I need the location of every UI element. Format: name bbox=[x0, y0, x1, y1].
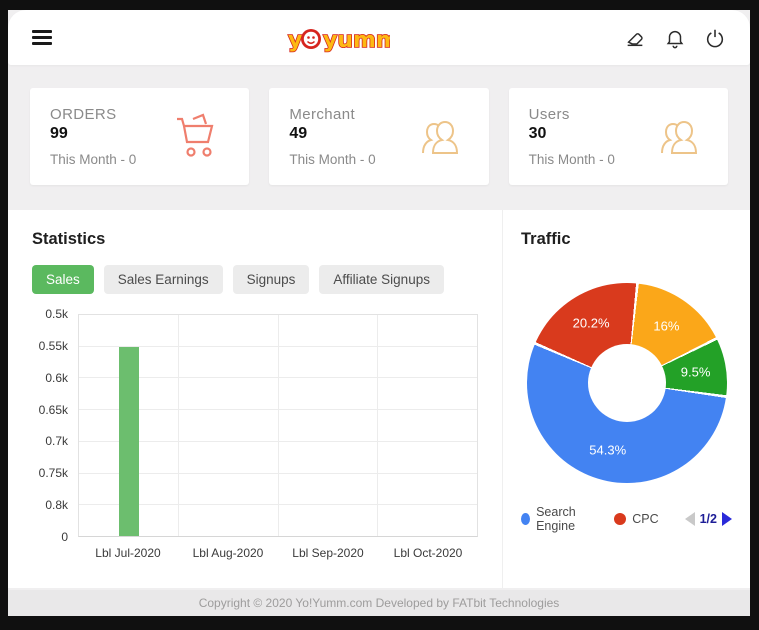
tab-signups[interactable]: Signups bbox=[232, 265, 310, 294]
stat-value: 49 bbox=[289, 125, 308, 142]
y-tick: 0.7k bbox=[45, 434, 68, 449]
traffic-title: Traffic bbox=[521, 230, 571, 248]
stat-card-orders: ORDERS 99 This Month - 0 bbox=[30, 88, 250, 185]
legend-label: Search Engine bbox=[536, 505, 576, 533]
x-label: Lbl Sep-2020 bbox=[292, 546, 364, 560]
y-tick: 0 bbox=[61, 530, 68, 544]
traffic-legend: Search Engine CPC 1/2 bbox=[521, 505, 732, 533]
bar-chart-plot bbox=[78, 314, 478, 537]
footer: Copyright © 2020 Yo!Yumm.com Developed b… bbox=[8, 590, 750, 616]
x-label: Lbl Aug-2020 bbox=[192, 546, 264, 560]
x-label: Lbl Jul-2020 bbox=[95, 546, 161, 560]
stats-row: ORDERS 99 This Month - 0 Merchant 49 Thi… bbox=[8, 65, 750, 185]
bar-Lbl Jul-2020 bbox=[118, 346, 139, 536]
tab-sales-earnings[interactable]: Sales Earnings bbox=[103, 265, 223, 294]
stat-value: 99 bbox=[50, 125, 68, 142]
stat-value: 30 bbox=[528, 125, 547, 142]
slice-label: 16% bbox=[653, 318, 680, 334]
statistics-panel: Statistics Sales Sales Earnings Signups Aff… bbox=[8, 210, 503, 588]
legend-label: CPC bbox=[632, 512, 659, 526]
y-tick: 0.65k bbox=[38, 402, 68, 417]
statistics-tabs: Sales Sales Earnings Signups Affiliate Sign… bbox=[32, 265, 478, 294]
stat-card-merchant: Merchant 49 This Month - 0 bbox=[269, 88, 489, 185]
stat-subtitle: This Month - 0 bbox=[289, 152, 376, 167]
pager-prev-icon[interactable] bbox=[684, 512, 695, 526]
copyright-text: Copyright © 2020 Yo!Yumm.com Developed b… bbox=[198, 596, 560, 610]
y-tick: 0.6k bbox=[45, 370, 68, 385]
users-icon bbox=[409, 111, 463, 163]
yoyumm-logo: y yumm bbox=[286, 23, 390, 53]
bell-icon[interactable] bbox=[664, 27, 686, 49]
main-panel: Statistics Sales Sales Earnings Signups Aff… bbox=[8, 210, 750, 588]
logo-text-1: y bbox=[288, 28, 302, 53]
y-tick: 0.8k bbox=[45, 498, 68, 513]
traffic-donut-chart: 16% 9.5% 54.3% 20.2% bbox=[526, 283, 727, 483]
stat-title: Users bbox=[528, 106, 570, 123]
pager-page-number: 1/2 bbox=[699, 512, 717, 526]
slice-label: 54.3% bbox=[589, 442, 627, 458]
tab-sales[interactable]: Sales bbox=[32, 265, 94, 294]
stat-title: Merchant bbox=[289, 106, 356, 123]
bar-chart: 0.5k 0.55k 0.6k 0.65k 0.7k 0.75k 0.8k 0 Lbl Jul… bbox=[32, 307, 478, 560]
power-icon[interactable] bbox=[704, 27, 726, 49]
logo-text-2: yumm bbox=[323, 28, 390, 53]
donut-hole bbox=[587, 344, 666, 422]
y-tick: 0.5k bbox=[45, 307, 68, 321]
pager-next-icon[interactable] bbox=[722, 512, 732, 526]
traffic-panel: Traffic 16% 9.5% 54.3% 20.2% Search Engine … bbox=[503, 210, 750, 588]
bar-chart-x-axis: Lbl Jul-2020 Lbl Aug-2020 Lbl Sep-2020 Lbl … bbox=[78, 546, 478, 560]
legend-dot bbox=[614, 513, 627, 525]
stat-card-users: Users 30 This Month - 0 bbox=[508, 88, 728, 185]
eraser-icon[interactable] bbox=[624, 27, 646, 49]
stat-subtitle: This Month - 0 bbox=[528, 152, 615, 167]
stat-subtitle: This Month - 0 bbox=[50, 152, 137, 167]
page: y yumm bbox=[8, 10, 750, 616]
tab-affiliate-signups[interactable]: Affiliate Signups bbox=[319, 265, 444, 294]
y-tick: 0.75k bbox=[38, 466, 68, 481]
legend-dot bbox=[521, 513, 531, 525]
cart-icon bbox=[169, 111, 223, 163]
y-tick: 0.55k bbox=[38, 338, 68, 353]
users-icon bbox=[648, 111, 702, 163]
statistics-title: Statistics bbox=[32, 230, 106, 248]
legend-item-search-engine[interactable]: Search Engine bbox=[521, 505, 598, 533]
slice-label: 20.2% bbox=[572, 315, 610, 331]
legend-pager: 1/2 bbox=[684, 512, 732, 526]
stat-title: ORDERS bbox=[50, 106, 117, 123]
legend-item-cpc[interactable]: CPC bbox=[614, 512, 659, 526]
x-label: Lbl Oct-2020 bbox=[393, 546, 463, 560]
top-bar: y yumm bbox=[8, 10, 750, 65]
bar-chart-y-axis: 0.5k 0.55k 0.6k 0.65k 0.7k 0.75k 0.8k 0 bbox=[32, 307, 78, 544]
menu-icon[interactable] bbox=[32, 27, 52, 48]
slice-label: 9.5% bbox=[680, 364, 711, 380]
